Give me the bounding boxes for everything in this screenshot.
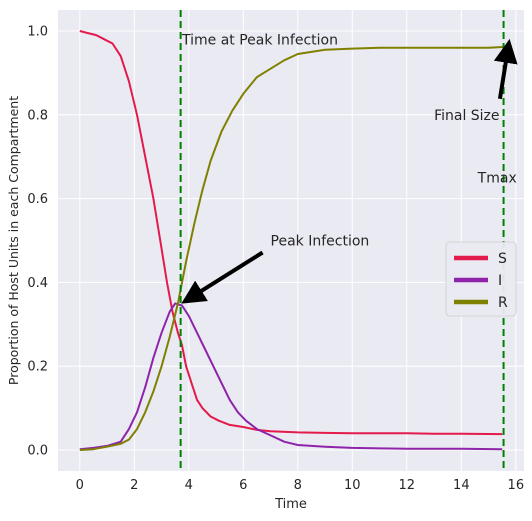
annotation-peak-infection: Peak Infection — [271, 234, 370, 250]
y-tick-label: 0.2 — [27, 360, 48, 375]
legend-label-R: R — [498, 295, 508, 311]
annotation-tmax: Tmax — [477, 171, 517, 187]
grid — [58, 10, 524, 471]
x-tick-label: 6 — [239, 478, 247, 493]
x-tick-label: 14 — [453, 478, 470, 493]
y-tick-label: 1.0 — [27, 24, 48, 39]
series-line-R — [79, 45, 505, 451]
legend-label-S: S — [498, 251, 507, 267]
x-tick-label: 0 — [76, 478, 84, 493]
series-line-S — [79, 30, 503, 436]
series-line-I — [79, 302, 503, 451]
legend-label-I: I — [498, 273, 502, 289]
tick-labels: 0 2 4 6 8 10 12 14 16 0.0 0.2 0.4 0.6 0.8 1.0 — [27, 24, 524, 493]
y-tick-label: 0.4 — [27, 276, 48, 291]
legend: SIR — [445, 241, 517, 317]
plot-area — [58, 10, 524, 471]
y-tick-label: 0.0 — [27, 444, 48, 459]
annotation-layer: Time at Peak Infection Peak Infection Fina… — [181, 32, 518, 304]
annotation-final-size: Final Size — [434, 108, 499, 124]
y-tick-label: 0.6 — [27, 192, 48, 207]
x-tick-label: 8 — [294, 478, 302, 493]
x-tick-label: 2 — [130, 478, 138, 493]
annotation-time-at-peak-infection: Time at Peak Infection — [181, 32, 338, 48]
x-axis-label: Time — [274, 497, 307, 512]
y-axis-label: Proportion of Host Units in each Compart… — [6, 96, 21, 385]
series-layer — [79, 30, 505, 451]
x-tick-label: 4 — [185, 478, 193, 493]
y-tick-label: 0.8 — [27, 108, 48, 123]
annotation-arrow-final-size — [493, 38, 518, 100]
annotation-arrow-peak-infection — [181, 250, 264, 304]
x-tick-label: 10 — [344, 478, 361, 493]
x-tick-label: 16 — [508, 478, 525, 493]
x-tick-label: 12 — [399, 478, 416, 493]
